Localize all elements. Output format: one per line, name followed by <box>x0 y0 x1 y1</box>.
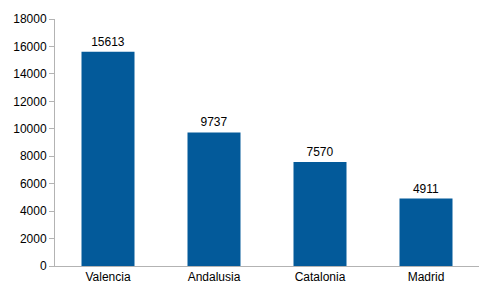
svg-text:10000: 10000 <box>13 122 47 136</box>
svg-text:14000: 14000 <box>13 67 47 81</box>
svg-text:18000: 18000 <box>13 12 47 26</box>
svg-text:Andalusia: Andalusia <box>188 270 241 284</box>
svg-text:Catalonia: Catalonia <box>295 270 346 284</box>
svg-text:2000: 2000 <box>20 232 47 246</box>
svg-text:Madrid: Madrid <box>408 270 445 284</box>
svg-text:4911: 4911 <box>413 182 439 196</box>
svg-text:8000: 8000 <box>20 149 47 163</box>
svg-text:0: 0 <box>40 259 47 273</box>
svg-text:9737: 9737 <box>200 115 227 129</box>
svg-text:Valencia: Valencia <box>85 270 130 284</box>
svg-text:16000: 16000 <box>13 40 47 54</box>
svg-text:6000: 6000 <box>20 177 47 191</box>
svg-text:15613: 15613 <box>91 35 125 49</box>
svg-text:4000: 4000 <box>20 204 47 218</box>
svg-text:7570: 7570 <box>306 145 333 159</box>
svg-text:12000: 12000 <box>13 95 47 109</box>
